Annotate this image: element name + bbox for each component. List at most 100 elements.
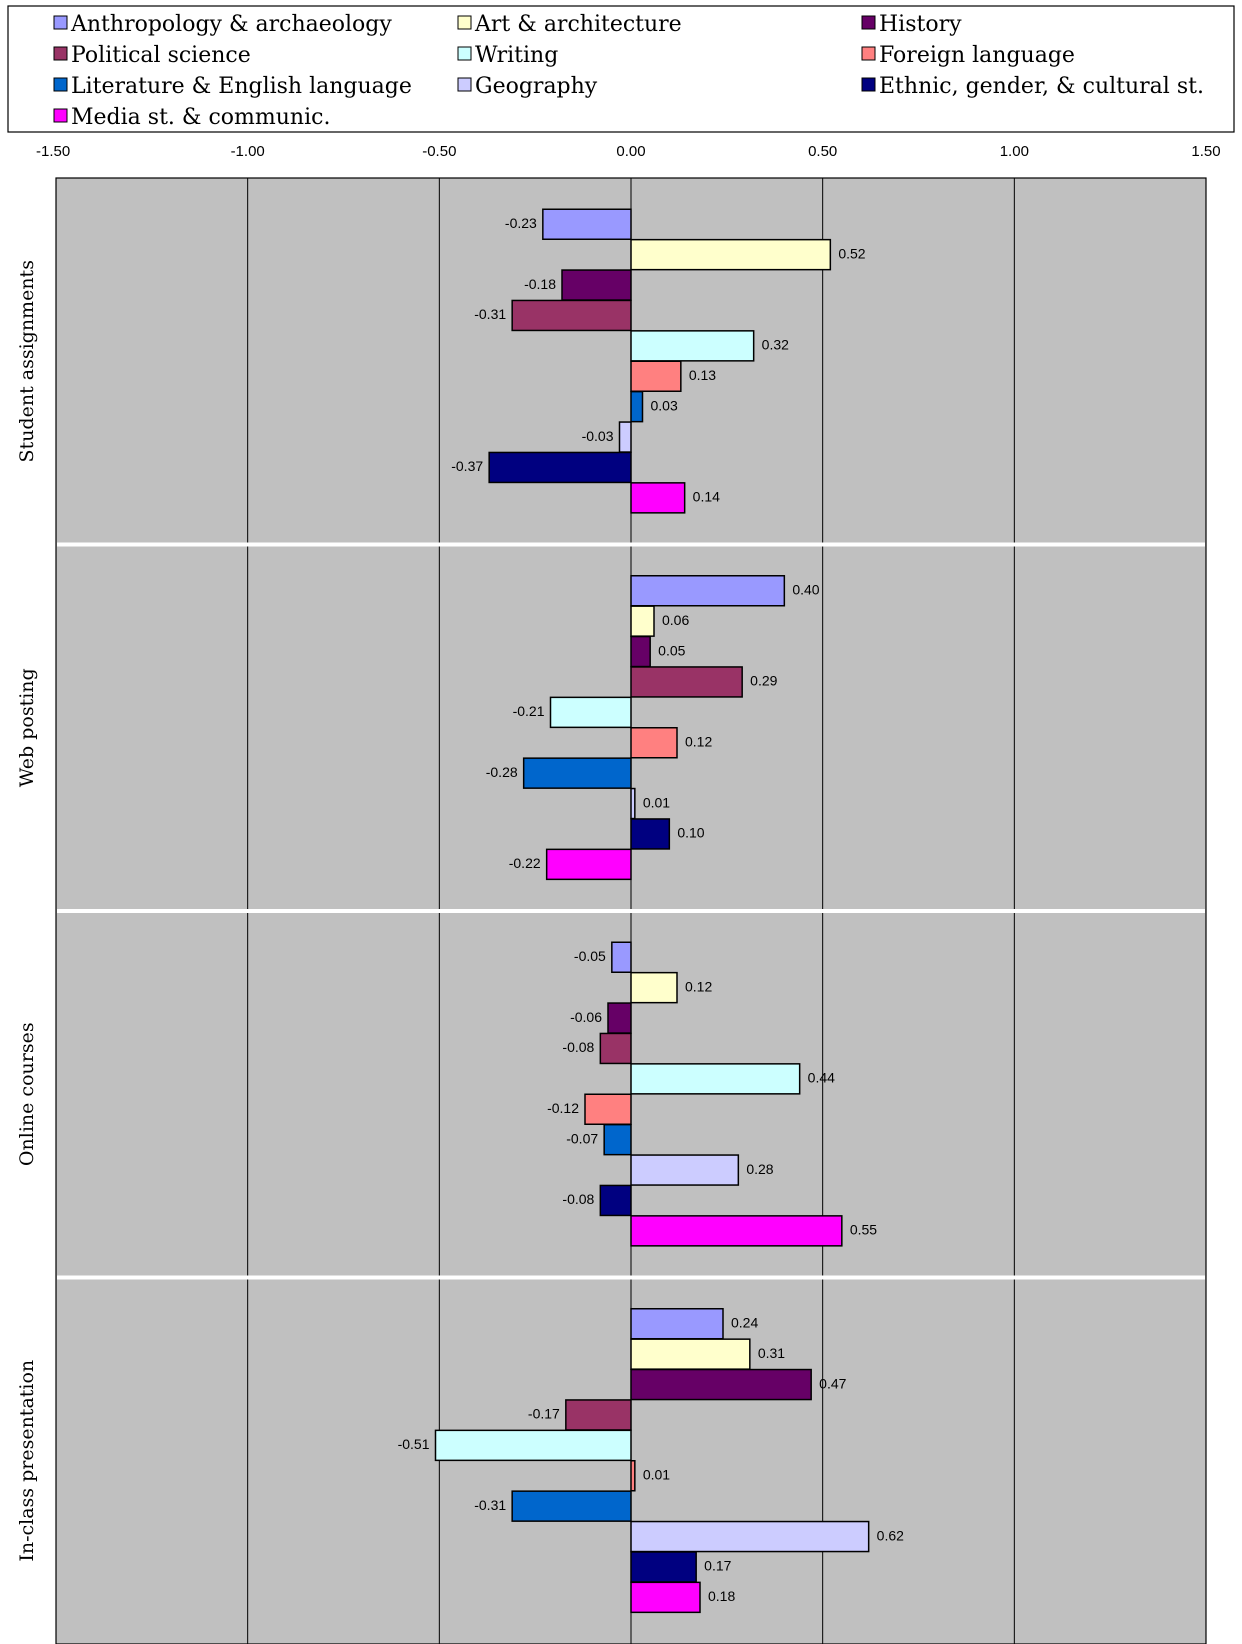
data-label: 0.03 [651,397,678,413]
bar-writing [434,1429,632,1462]
data-label: -0.31 [474,306,506,322]
data-label: 0.31 [758,1345,785,1361]
data-label: -0.51 [398,1436,430,1452]
bar-anthropology-archaeology [630,575,786,607]
data-label: 0.40 [792,581,819,597]
data-label: 0.28 [746,1161,773,1177]
data-label: -0.28 [486,764,518,780]
bar-political-science [511,299,632,332]
data-label: -0.18 [524,276,556,292]
bar-foreign-language [630,1460,636,1492]
bar-foreign-language [630,360,682,392]
legend-literature-english-language-swatch [53,77,68,92]
legend-ethnic-gender-cultural-st-label: Ethnic, gender, & cultural st. [879,74,1204,99]
bar-foreign-language [630,727,678,759]
data-label: 0.44 [808,1070,835,1086]
data-label: 0.06 [662,612,689,628]
legend-foreign-language-label: Foreign language [879,43,1075,68]
data-label: 0.47 [819,1375,846,1391]
bar-ethnic-gender-cultural-st [599,1184,632,1217]
data-label: 0.24 [731,1314,758,1330]
category-label: Student assignments [16,260,38,462]
legend: Anthropology & archaeology Art & architec… [7,5,1235,133]
legend-history-label: History [879,12,962,37]
bar-anthropology-archaeology [542,208,632,240]
x-tick-label: 0.00 [616,143,645,160]
x-tick-label: 1.50 [1191,143,1220,160]
legend-media-st-communic-swatch [53,108,68,123]
data-label: -0.37 [451,458,483,474]
data-label: 0.10 [677,825,704,841]
bar-foreign-language [584,1093,632,1125]
bar-ethnic-gender-cultural-st [488,451,632,484]
bar-history [630,1368,812,1401]
category-label: Online courses [16,1022,38,1166]
data-label: -0.03 [582,428,614,444]
data-label: 0.62 [877,1527,904,1543]
data-label: -0.23 [505,215,537,231]
legend-political-science-label: Political science [71,43,251,68]
bar-ethnic-gender-cultural-st [630,818,671,850]
data-label: -0.22 [509,855,541,871]
data-label: -0.07 [566,1130,598,1146]
x-tick-label: 1.00 [1000,143,1029,160]
bar-writing [549,696,632,729]
data-label: 0.01 [643,1466,670,1482]
bar-history [607,1002,632,1034]
legend-art-architecture-swatch [457,15,472,30]
data-label: 0.14 [693,489,720,505]
x-axis: -1.50 -1.00 -0.50 0.00 0.50 1.00 1.50 [36,143,1221,160]
data-label: 0.52 [838,245,865,261]
data-label: -0.08 [562,1039,594,1055]
bar-literature-english-language [630,390,644,423]
bar-art-architecture [630,238,832,271]
data-label: -0.21 [513,703,545,719]
category-labels: Student assignments Web posting Online cou… [16,260,38,1562]
bar-political-science [599,1032,632,1065]
bar-geography [618,421,632,453]
bar-media-st-communic [630,1215,843,1247]
bar-ethnic-gender-cultural-st [630,1551,697,1583]
data-label: 0.32 [762,337,789,353]
bar-political-science [630,666,743,698]
data-label: -0.17 [528,1406,560,1422]
data-label: 0.29 [750,673,777,689]
bar-writing [630,1063,801,1095]
data-label: 0.01 [643,794,670,810]
bar-geography [630,1520,870,1553]
bar-history [630,635,651,668]
legend-media-st-communic-label: Media st. & communic. [71,105,330,130]
data-label: -0.12 [547,1100,579,1116]
x-tick-label: 0.50 [808,143,837,160]
data-label: 0.12 [685,733,712,749]
bar-writing [630,330,755,362]
legend-history-swatch [861,15,876,30]
data-label: 0.17 [704,1558,731,1574]
legend-anthropology-archaeology-label: Anthropology & archaeology [70,12,392,37]
legend-writing-swatch [457,46,472,61]
x-tick-label: -1.00 [231,143,265,160]
data-label: 0.13 [689,367,716,383]
legend-political-science-swatch [53,46,68,61]
bar-media-st-communic [630,1581,701,1614]
data-label: 0.05 [658,642,685,658]
legend-anthropology-archaeology-swatch [53,15,68,30]
legend-foreign-language-swatch [861,46,876,61]
legend-literature-english-language-label: Literature & English language [71,74,412,99]
legend-geography-label: Geography [475,74,598,99]
bar-art-architecture [630,1338,751,1370]
category-label: In-class presentation [16,1360,38,1562]
legend-ethnic-gender-cultural-st-swatch [861,77,876,92]
legend-writing-label: Writing [475,43,558,68]
bar-literature-english-language [603,1123,632,1156]
bar-anthropology-archaeology [630,1308,724,1340]
bar-political-science [565,1399,632,1431]
data-label: -0.06 [570,1009,602,1025]
data-label: -0.08 [562,1191,594,1207]
data-label: -0.31 [474,1497,506,1513]
legend-art-architecture-label: Art & architecture [474,12,682,37]
bars: -0.23 0.52 -0.18 -0.31 0.32 0.13 0.03 -0.03 -0.3… [398,208,904,1614]
data-label: 0.55 [850,1222,877,1238]
legend-box [7,5,1235,133]
